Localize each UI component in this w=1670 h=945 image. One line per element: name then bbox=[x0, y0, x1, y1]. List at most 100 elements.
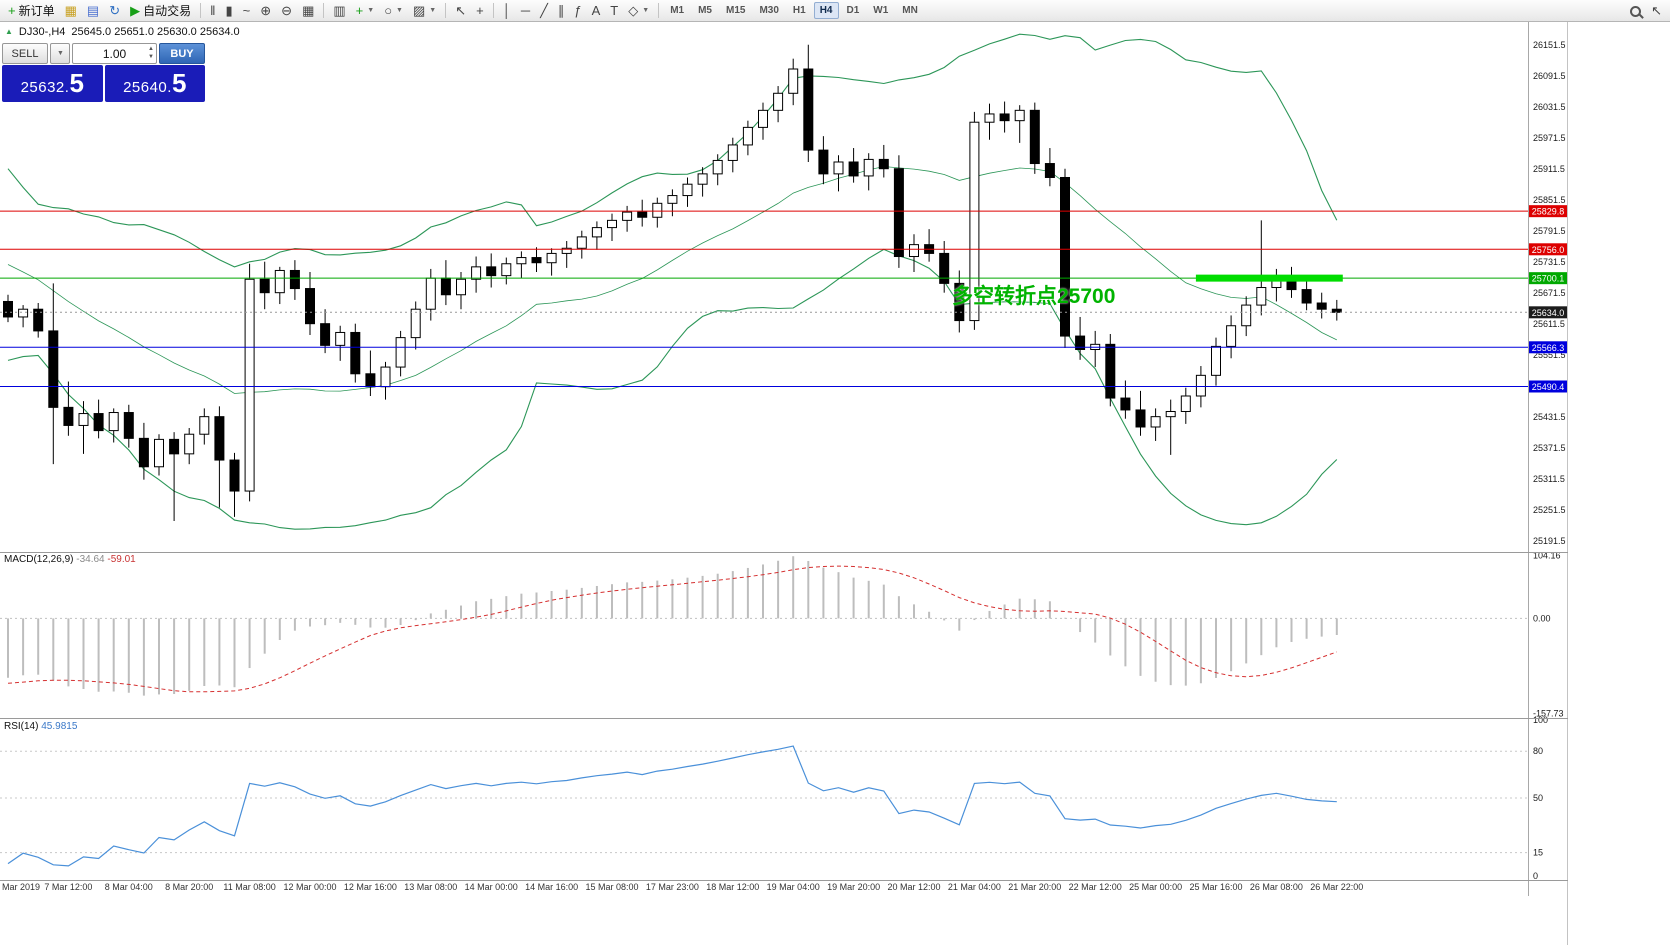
bull-candle bbox=[516, 257, 527, 265]
new-order-button[interactable]: + 新订单 bbox=[3, 1, 60, 20]
line-chart-icon[interactable]: ~ bbox=[238, 1, 256, 20]
vertical-line-icon[interactable]: │ bbox=[498, 1, 516, 20]
volume-input[interactable]: 1.00 ▲ ▼ bbox=[72, 43, 157, 64]
time-axis-label: 21 Mar 20:00 bbox=[1008, 882, 1061, 892]
rsi-scale-label: 15 bbox=[1533, 848, 1543, 858]
text-icon[interactable]: A bbox=[587, 1, 606, 20]
price-scale-label: 26091.5 bbox=[1533, 71, 1566, 81]
chevron-down-icon: ▼ bbox=[57, 50, 64, 57]
bull-candle bbox=[546, 252, 557, 264]
time-axis-label: 11 Mar 08:00 bbox=[223, 882, 275, 892]
text-label-icon: T bbox=[610, 3, 619, 18]
time-axis-label: 19 Mar 20:00 bbox=[827, 882, 880, 892]
sell-price: 25632. bbox=[20, 79, 70, 96]
cursor-icon[interactable]: ↖ bbox=[450, 1, 471, 20]
toolbar-group: ↖ + bbox=[450, 1, 489, 20]
price-scale[interactable]: 26151.5 26091.5 26031.5 25971.5 25911.5 25851… bbox=[1529, 40, 1567, 881]
sell-button[interactable]: SELL bbox=[2, 43, 48, 64]
price-tag bbox=[1529, 205, 1567, 218]
order-settings-dropdown[interactable]: ▼ bbox=[50, 43, 70, 64]
bull-candle bbox=[758, 109, 768, 128]
sell-price-display[interactable]: 25632. 5 bbox=[2, 65, 103, 102]
trendline-icon[interactable]: ╱ bbox=[535, 1, 553, 20]
stepper-down-icon[interactable]: ▼ bbox=[148, 54, 154, 60]
timeframe-m15[interactable]: M15 bbox=[720, 2, 751, 19]
bear-candle bbox=[803, 68, 814, 151]
rsi-value: 45.9815 bbox=[41, 721, 78, 732]
bull-candle bbox=[1226, 325, 1237, 347]
bull-candle bbox=[410, 308, 421, 339]
bull-candle bbox=[380, 366, 391, 388]
time-scale[interactable]: Mar 2019 7 Mar 12:00 8 Mar 04:00 8 Mar 20:0… bbox=[2, 882, 1363, 892]
horizontal-line-icon[interactable]: ─ bbox=[516, 1, 535, 20]
macd-signal-line bbox=[7, 565, 1337, 693]
periods-icon[interactable]: ○ ▼ bbox=[379, 1, 408, 20]
time-axis-label: 12 Mar 00:00 bbox=[283, 882, 336, 892]
new-order-icon: + bbox=[8, 3, 16, 18]
candlestick-chart-icon[interactable]: ▮ bbox=[221, 1, 238, 20]
timeframe-w1[interactable]: W1 bbox=[867, 2, 894, 19]
buy-price-fraction: 5 bbox=[171, 68, 187, 98]
timeframe-toolbar: M1 M5 M15 M30 H1 H4 D1 W1 MN bbox=[663, 2, 925, 19]
price-tag-label: 25829.8 bbox=[1532, 207, 1565, 217]
volume-value: 1.00 bbox=[102, 46, 127, 61]
bear-candle bbox=[1075, 335, 1086, 351]
quick-nav-icon[interactable]: ↖ bbox=[1651, 3, 1662, 18]
time-axis-label: 26 Mar 08:00 bbox=[1250, 882, 1303, 892]
bear-candle bbox=[1120, 397, 1131, 411]
timeframe-d1[interactable]: D1 bbox=[841, 2, 866, 19]
timeframe-h1[interactable]: H1 bbox=[787, 2, 812, 19]
tile-windows-icon[interactable]: ▦ bbox=[297, 1, 319, 20]
arrange-windows-icon: ▥ bbox=[333, 3, 346, 18]
search-icon[interactable] bbox=[1630, 5, 1642, 17]
profiles-icon[interactable]: ▤ bbox=[82, 1, 104, 20]
bear-candle bbox=[63, 406, 74, 426]
bull-candle bbox=[1195, 374, 1206, 397]
sell-price-fraction: 5 bbox=[69, 68, 84, 98]
buy-button[interactable]: BUY bbox=[159, 43, 205, 64]
chart-canvas[interactable]: 26151.5 26091.5 26031.5 25971.5 25911.5 25851… bbox=[0, 22, 1568, 945]
chart-window[interactable]: 26151.5 26091.5 26031.5 25971.5 25911.5 25851… bbox=[0, 22, 1568, 945]
chart-window-icon[interactable]: ▦ bbox=[60, 1, 82, 20]
price-tag bbox=[1529, 272, 1567, 285]
volume-stepper[interactable]: ▲ ▼ bbox=[148, 45, 154, 61]
symbol-icon: ▲ bbox=[5, 27, 13, 36]
bear-candle bbox=[3, 300, 13, 318]
buy-price-display[interactable]: 25640. 5 bbox=[104, 65, 205, 102]
bull-candle bbox=[1241, 304, 1252, 327]
timeframe-mn[interactable]: MN bbox=[896, 2, 924, 19]
timeframe-m5[interactable]: M5 bbox=[692, 2, 718, 19]
timeframe-h4[interactable]: H4 bbox=[813, 2, 839, 19]
bar-chart-icon[interactable]: ‖ bbox=[205, 1, 220, 20]
refresh-icon[interactable]: ↻ bbox=[104, 1, 125, 20]
toolbar-separator bbox=[445, 3, 447, 18]
symbol-timeframe: DJ30-,H4 bbox=[18, 26, 66, 38]
bull-candle bbox=[773, 92, 784, 111]
crosshair-icon[interactable]: + bbox=[471, 1, 489, 20]
price-scale-label: 25251.5 bbox=[1533, 505, 1566, 515]
text-label-icon[interactable]: T bbox=[605, 1, 623, 20]
price-scale-label: 25611.5 bbox=[1533, 319, 1565, 329]
indicators-icon[interactable]: + ▼ bbox=[351, 1, 380, 20]
bear-candle bbox=[365, 373, 376, 388]
time-axis-label: 21 Mar 04:00 bbox=[948, 882, 1001, 892]
chart-text-annotation[interactable]: 多空转折点25700 bbox=[952, 285, 1116, 308]
bear-candle bbox=[531, 257, 542, 264]
timeframe-m1[interactable]: M1 bbox=[664, 2, 690, 19]
timeframe-m30[interactable]: M30 bbox=[753, 2, 784, 19]
autotrading-button[interactable]: ▶ 自动交易 bbox=[125, 1, 196, 20]
arrange-windows-icon[interactable]: ▥ bbox=[328, 1, 350, 20]
bear-candle bbox=[48, 330, 59, 408]
zoom-out-icon[interactable]: ⊖ bbox=[276, 1, 297, 20]
ohlc-values: 25645.0 25651.0 25630.0 25634.0 bbox=[71, 26, 240, 38]
fibonacci-icon[interactable]: ƒ bbox=[569, 1, 586, 20]
templates-icon[interactable]: ▨ ▼ bbox=[408, 1, 441, 20]
shapes-icon[interactable]: ◇ ▼ bbox=[623, 1, 654, 20]
zoom-in-icon[interactable]: ⊕ bbox=[255, 1, 276, 20]
price-scale-label: 25551.5 bbox=[1533, 350, 1566, 360]
stepper-up-icon[interactable]: ▲ bbox=[148, 46, 154, 52]
bull-candle bbox=[78, 413, 89, 426]
rsi-pane-header: RSI(14) 45.9815 bbox=[4, 721, 77, 732]
channel-icon[interactable]: ∥ bbox=[553, 1, 570, 20]
macd-histogram bbox=[7, 556, 1338, 696]
